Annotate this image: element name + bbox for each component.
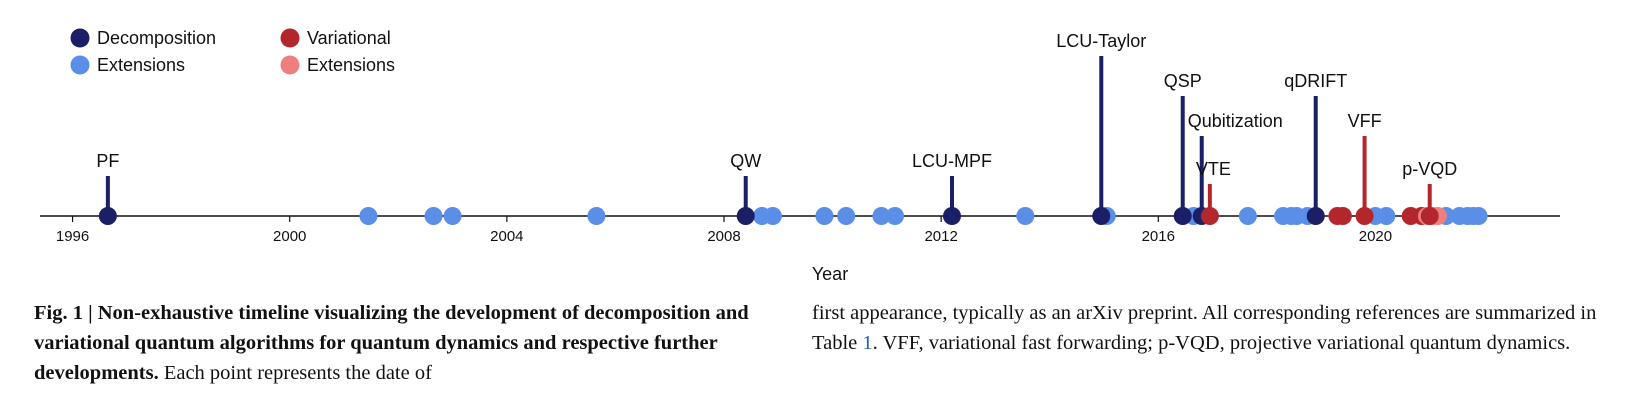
legend-label: Extensions: [97, 55, 185, 75]
milestone-marker: [1355, 207, 1374, 225]
timeline-point: [837, 207, 856, 225]
timeline-chart: Decomposition Extensions Variational Extens…: [40, 28, 1560, 284]
timeline-point: [815, 207, 834, 225]
x-tick-label: 2008: [707, 228, 740, 245]
timeline-point: [1016, 207, 1035, 225]
milestone-label: LCU-Taylor: [1056, 31, 1146, 51]
caption-title: Non-exhaustive timeline visualizing the …: [34, 302, 749, 384]
legend: Decomposition Extensions Variational Extens…: [70, 28, 395, 75]
milestone-label: VFF: [1348, 111, 1382, 131]
timeline-point: [587, 207, 606, 225]
milestone-marker: [1306, 207, 1325, 225]
legend-marker: [280, 55, 300, 75]
legend-label: Extensions: [307, 55, 395, 75]
caption-left-column: Fig. 1 | Non-exhaustive timeline visuali…: [34, 298, 804, 388]
timeline-point: [443, 207, 462, 225]
milestone-label: Qubitization: [1188, 111, 1283, 131]
legend-label: Decomposition: [97, 28, 216, 48]
timeline-point: [872, 207, 891, 225]
milestone-label: LCU-MPF: [912, 151, 992, 171]
x-tick-label: 2012: [924, 228, 957, 245]
milestone-stems: PF QW LCU-MPF LCU-Taylor QSP Qubitization VTE q…: [96, 31, 1457, 216]
milestone-marker: [98, 207, 117, 225]
x-tick-label: 2004: [490, 228, 523, 245]
milestone-label: QSP: [1164, 71, 1202, 91]
caption-text-right-end: . VFF, variational fast forwarding; p-VQ…: [872, 332, 1571, 354]
timeline-point: [424, 207, 443, 225]
milestone-label: p-VQD: [1402, 159, 1457, 179]
timeline-point: [886, 207, 904, 225]
legend-marker: [70, 55, 90, 75]
timeline-point: [1238, 207, 1257, 225]
caption-text-right: first appearance, typically as an arXiv …: [812, 302, 1597, 354]
legend-marker: [70, 28, 90, 48]
caption-fig-label: Fig. 1 |: [34, 302, 98, 324]
timeline-point: [1377, 207, 1396, 225]
x-tick-label: 1996: [56, 228, 89, 245]
legend-marker: [280, 28, 300, 48]
timeline-points: [98, 207, 1488, 225]
timeline-point: [763, 207, 782, 225]
milestone-marker: [1200, 207, 1219, 225]
timeline-point: [359, 207, 378, 225]
table-reference-link[interactable]: 1: [862, 332, 873, 354]
milestone-label: QW: [730, 151, 761, 171]
legend-label: Variational: [307, 28, 391, 48]
x-tick-label: 2000: [273, 228, 306, 245]
caption-right-column: first appearance, typically as an arXiv …: [812, 298, 1602, 358]
milestone-marker: [736, 207, 755, 225]
x-axis-ticks: 1996 2000 2004 2008 2012 2016 2020: [56, 216, 1392, 245]
timeline-point: [1333, 207, 1352, 225]
x-axis-label: Year: [812, 264, 848, 284]
x-tick-label: 2016: [1142, 228, 1175, 245]
milestone-label: PF: [96, 151, 119, 171]
milestone-label: VTE: [1196, 159, 1231, 179]
caption-text-left: Each point represents the date of: [158, 362, 432, 384]
milestone-label: qDRIFT: [1284, 71, 1347, 91]
milestone-marker: [1420, 207, 1439, 225]
milestone-marker: [943, 207, 961, 225]
milestone-marker: [1092, 207, 1111, 225]
timeline-point: [1469, 207, 1488, 225]
x-tick-label: 2020: [1359, 228, 1392, 245]
milestone-marker: [1173, 207, 1192, 225]
